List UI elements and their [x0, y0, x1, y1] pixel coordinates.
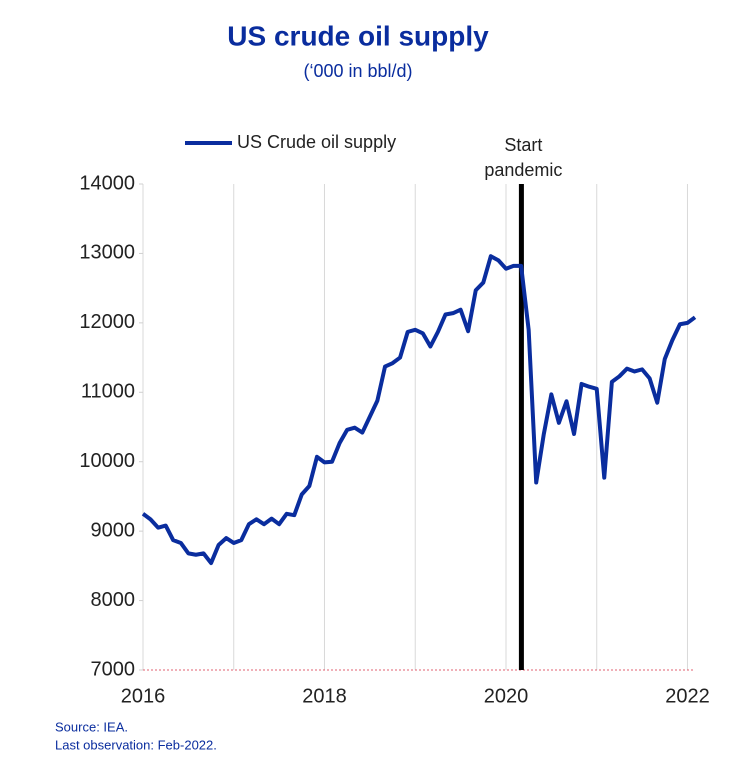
legend-label: US Crude oil supply — [237, 132, 396, 152]
x-tick-label: 2022 — [665, 685, 710, 707]
y-tick-label: 11000 — [81, 381, 135, 403]
y-tick-label: 8000 — [91, 589, 136, 611]
source-note: Source: IEA. — [55, 719, 128, 734]
x-tick-label: 2020 — [484, 685, 529, 707]
y-tick-label: 13000 — [79, 242, 135, 264]
y-tick-label: 14000 — [79, 172, 135, 194]
annotation-text: Start — [504, 135, 542, 155]
x-tick-label: 2018 — [302, 685, 347, 707]
annotation-text: pandemic — [484, 160, 562, 180]
chart-title: US crude oil supply — [227, 20, 489, 51]
y-tick-label: 7000 — [91, 658, 136, 680]
y-tick-label: 10000 — [79, 450, 135, 472]
source-note: Last observation: Feb-2022. — [55, 737, 217, 752]
y-tick-label: 12000 — [79, 311, 135, 333]
series-line — [141, 254, 697, 566]
chart-subtitle: (‘000 in bbl/d) — [303, 61, 412, 81]
y-tick-label: 9000 — [91, 519, 136, 541]
x-tick-label: 2016 — [121, 685, 166, 707]
